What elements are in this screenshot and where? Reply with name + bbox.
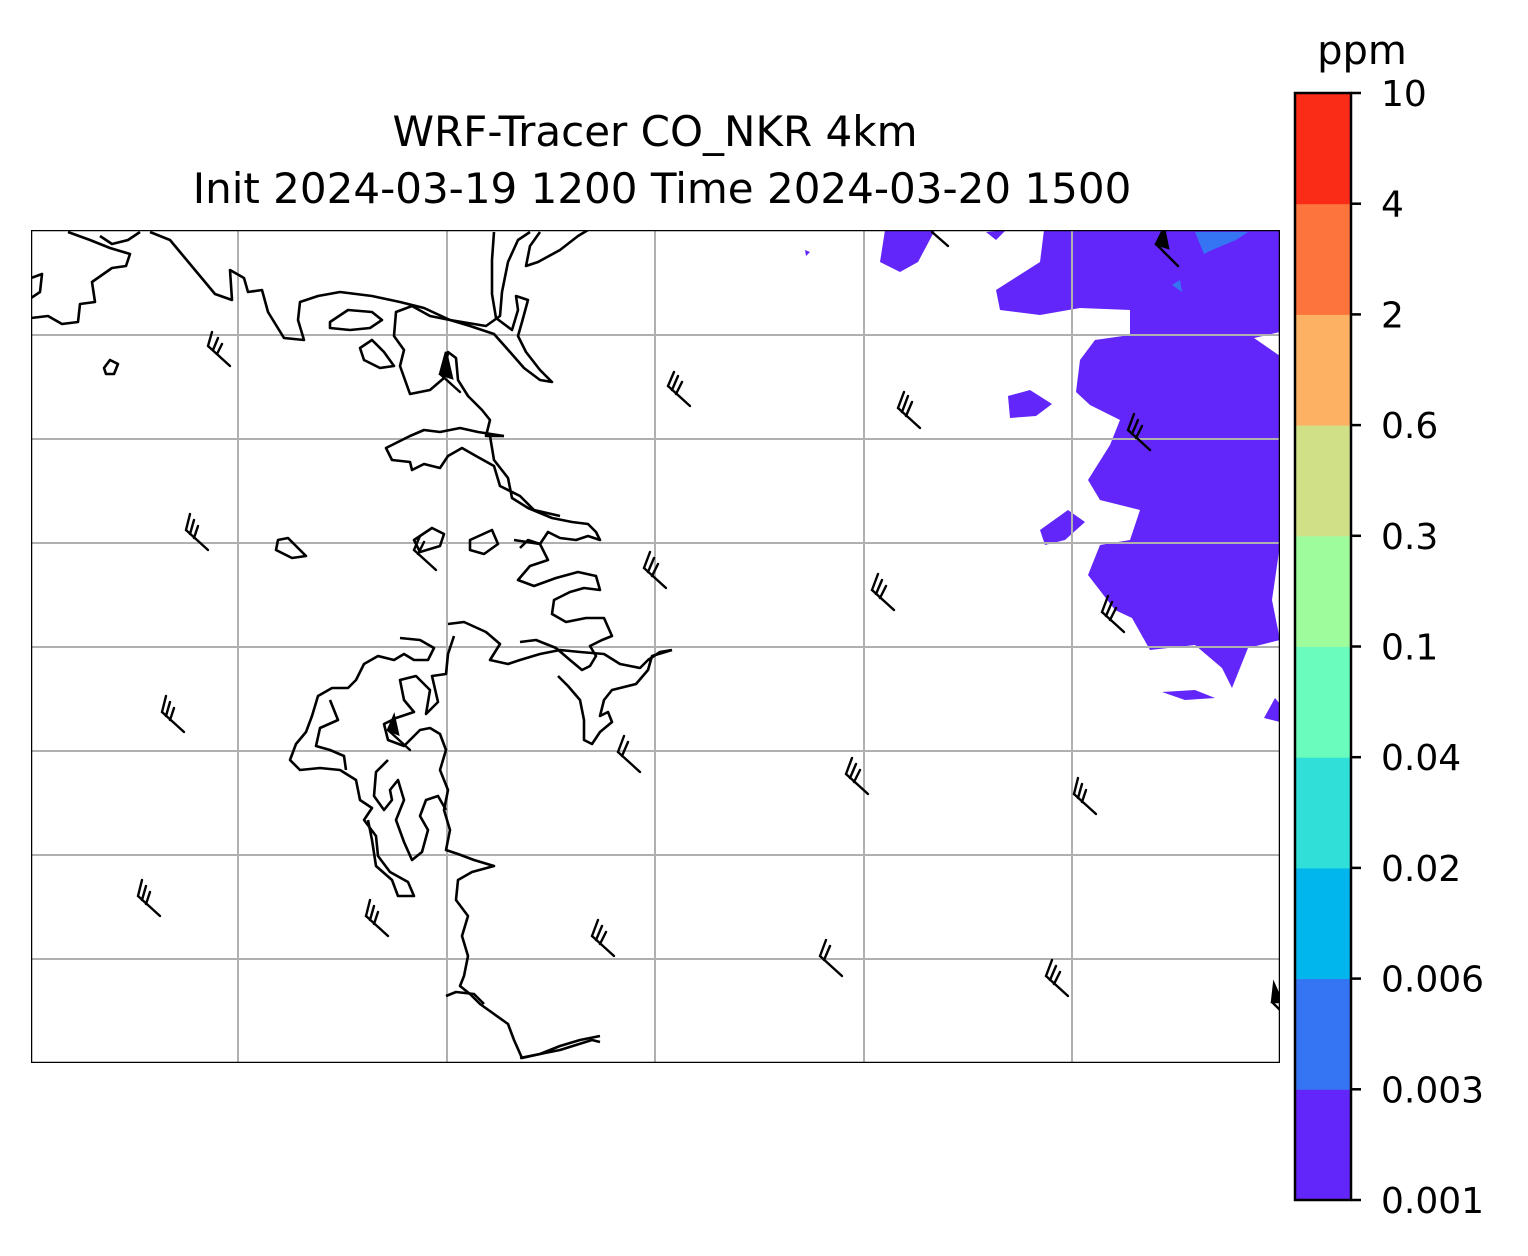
wind-barb	[206, 330, 232, 368]
wind-barb	[642, 550, 668, 590]
coast-shore-mid	[384, 426, 561, 518]
coast-south-inlet	[445, 990, 601, 1060]
plume-blob-mid	[1008, 390, 1052, 418]
wind-barb	[160, 694, 186, 734]
wind-barb	[1154, 230, 1180, 268]
plume-blob-north-3	[805, 250, 810, 256]
plume-blob-south-2	[1264, 698, 1280, 722]
colorbar-frame	[1293, 91, 1353, 1202]
plume-main	[996, 230, 1280, 688]
colorbar-band	[1295, 314, 1351, 426]
colorbar-tick-label: 10	[1381, 74, 1427, 115]
colorbar-tick-label: 0.003	[1381, 1070, 1484, 1111]
coast-north-bay	[149, 230, 531, 342]
wind-barb	[1100, 594, 1126, 634]
wind-barb	[438, 351, 462, 394]
colorbar-tick-label: 0.3	[1381, 517, 1438, 558]
coast-peninsula	[382, 635, 601, 1060]
map-title-line2: Init 2024-03-19 1200 Time 2024-03-20 150…	[193, 164, 1132, 213]
plume-peak-small	[1172, 280, 1182, 292]
wind-barb	[590, 918, 616, 958]
wind-barbs	[136, 230, 1280, 1012]
colorbar-tick-label: 0.006	[1381, 960, 1484, 1001]
colorbar-tick-label: 2	[1381, 295, 1404, 336]
colorbar-ticks: 0.001 0.003 0.006 0.02 0.04 0.1 0.3 0.6 2 4 10	[1351, 74, 1484, 1222]
colorbar-band	[1295, 978, 1351, 1090]
map-panel	[31, 230, 1280, 1063]
coast-south-inner	[314, 699, 448, 862]
wind-barb	[1126, 412, 1152, 452]
colorbar-band	[1295, 535, 1351, 647]
tracer-plume	[805, 230, 1280, 722]
wind-barb	[818, 938, 844, 978]
coastlines	[31, 230, 673, 1060]
wind-barb	[666, 370, 692, 408]
coast-mid-east	[513, 538, 614, 672]
colorbar-band	[1295, 203, 1351, 315]
colorbar-band	[1295, 867, 1351, 980]
plume-blob-south-1	[1162, 690, 1215, 700]
wind-barb	[616, 734, 642, 774]
coast-island-2	[358, 338, 396, 370]
coast-island-3	[102, 358, 120, 376]
wind-barb	[136, 878, 162, 918]
colorbar-tick-label: 0.02	[1381, 849, 1461, 890]
colorbar-tick-label: 4	[1381, 185, 1404, 226]
colorbar-band	[1295, 1089, 1351, 1201]
wind-barb	[184, 512, 210, 552]
wind-barb	[930, 230, 950, 248]
wind-barb	[386, 712, 412, 752]
plume-blob-east	[1040, 510, 1085, 545]
plume-blob-north-2	[986, 230, 1006, 240]
coast-south-fjords	[288, 636, 436, 898]
wind-barb	[364, 898, 390, 938]
plume-blob-north-1	[880, 230, 935, 272]
gridlines	[31, 230, 1280, 1063]
wind-barb	[896, 390, 922, 430]
colorbar-tick-label: 0.04	[1381, 738, 1461, 779]
colorbar-band	[1295, 757, 1351, 869]
colorbar-band	[1295, 646, 1351, 758]
wind-barb	[412, 534, 438, 572]
wind-barb	[1072, 776, 1098, 816]
colorbar-bands	[1295, 93, 1351, 1201]
wind-barb	[870, 572, 896, 612]
colorbar-band	[1295, 93, 1351, 205]
wind-barb	[1044, 958, 1070, 998]
colorbar: ppm 0.001 0.003 0.006 0.02 0.04 0.1 0.3 0.6 2 4 10	[1293, 28, 1484, 1222]
map-title-line1: WRF-Tracer CO_NKR 4km	[392, 107, 917, 156]
colorbar-unit: ppm	[1317, 28, 1407, 74]
colorbar-tick-label: 0.6	[1381, 406, 1438, 447]
wind-barb	[1270, 979, 1280, 1012]
colorbar-band	[1295, 425, 1351, 537]
coast-northwest	[31, 230, 141, 326]
coast-central	[447, 620, 673, 746]
coast-island-1	[328, 308, 384, 332]
colorbar-tick-label: 0.001	[1381, 1181, 1484, 1222]
wind-barb	[844, 756, 870, 796]
plume-peak	[1195, 232, 1248, 254]
colorbar-tick-label: 0.1	[1381, 628, 1438, 669]
